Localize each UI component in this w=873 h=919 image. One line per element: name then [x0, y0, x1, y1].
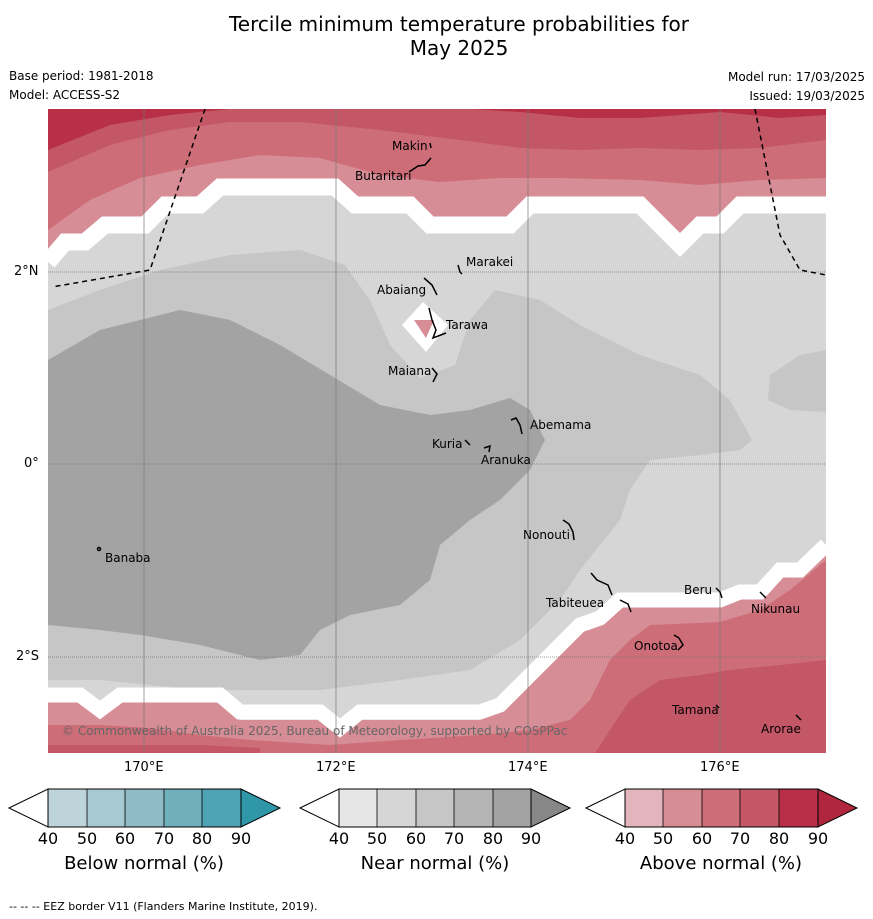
cb-above-tick: 40: [614, 829, 636, 848]
copyright-notice: © Commonwealth of Australia 2025, Bureau…: [62, 724, 568, 738]
place-label-tabiteuea: Tabiteuea: [546, 596, 605, 610]
cb-near-tick: 40: [328, 829, 350, 848]
cb-above-bin-3: [702, 789, 740, 827]
cb-above-tick: 80: [768, 829, 790, 848]
cb-below-tick: 40: [37, 829, 59, 848]
place-label-nonouti: Nonouti: [523, 528, 570, 542]
place-label-kuria: Kuria: [432, 437, 463, 451]
island-outlines: [96, 142, 802, 721]
place-label-butaritari: Butaritari: [355, 169, 412, 183]
south-boundary-gap: [48, 539, 826, 738]
cb-above-bin-4: [740, 789, 779, 827]
colorbar-below-normal: [7, 788, 282, 828]
cb-below-tick: 60: [114, 829, 136, 848]
lat-label-2s: 2°S: [16, 649, 40, 664]
place-label-arorae: Arorae: [761, 722, 801, 736]
cb-near-bin-1: [339, 789, 377, 827]
colorbar-near-normal: [298, 788, 572, 828]
title-line-2: May 2025: [409, 36, 509, 60]
lon-label-170e: 170°E: [124, 760, 164, 775]
place-label-nikunau: Nikunau: [751, 602, 801, 616]
map-title: Tercile minimum temperature probabilitie…: [0, 12, 873, 60]
place-label-makin: Makin: [392, 139, 428, 153]
eez-border-east: [754, 109, 826, 276]
above-normal-70-region: [48, 109, 826, 172]
colorbar-above-normal: [584, 788, 859, 828]
cb-above-high-arrow: [817, 788, 859, 828]
place-label-aranuka: Aranuka: [481, 453, 531, 467]
place-label-marakei: Marakei: [466, 255, 514, 269]
cb-above-low-arrow: [584, 788, 626, 828]
lon-label-172e: 172°E: [316, 760, 356, 775]
place-label-tamana: Tamana: [672, 703, 719, 717]
place-label-tarawa: Tarawa: [446, 318, 489, 332]
cb-below-bin-5: [202, 789, 241, 827]
lat-label-2n: 2°N: [14, 264, 39, 279]
cb-below-title: Below normal (%): [64, 853, 224, 874]
tarawa-above-normal: [414, 320, 434, 338]
lon-label-174e: 174°E: [508, 760, 548, 775]
cb-above-tick: 90: [807, 829, 829, 848]
place-label-banaba: Banaba: [105, 551, 151, 565]
graticule: [48, 109, 826, 753]
cb-near-tick: 60: [405, 829, 427, 848]
cb-below-low-arrow: [7, 788, 49, 828]
cb-above-tick: 60: [691, 829, 713, 848]
place-label-abemama: Abemama: [530, 418, 592, 432]
lon-label-176e: 176°E: [700, 760, 740, 775]
title-line-1: Tercile minimum temperature probabilitie…: [228, 12, 690, 36]
cb-near-title: Near normal (%): [360, 853, 510, 874]
cb-near-tick: 50: [366, 829, 388, 848]
cb-near-tick: 80: [482, 829, 504, 848]
cb-below-bin-3: [125, 789, 164, 827]
cb-below-bin-4: [164, 789, 202, 827]
eez-border-west: [51, 109, 206, 288]
lat-label-0: 0°: [24, 456, 39, 471]
place-label-onotoa: Onotoa: [634, 639, 678, 653]
cb-above-bin-5: [779, 789, 818, 827]
cb-above-bin-1: [625, 789, 663, 827]
cb-near-tick: 90: [520, 829, 542, 848]
cb-below-bin-2: [87, 789, 125, 827]
base-period: Base period: 1981-2018: [9, 69, 154, 83]
near-normal-60-region: [48, 310, 545, 660]
eez-footnote: -- -- -- EEZ border V11 (Flanders Marine…: [9, 900, 318, 913]
cb-above-title: Above normal (%): [639, 853, 803, 874]
cb-near-bin-4: [454, 789, 493, 827]
cb-near-bin-2: [377, 789, 416, 827]
cb-above-tick: 50: [652, 829, 674, 848]
cb-near-high-arrow: [530, 788, 572, 828]
above-normal-70-south: [595, 660, 826, 753]
model-name: Model: ACCESS-S2: [9, 88, 121, 102]
above-normal-70-sw: [48, 745, 260, 753]
model-run: Model run: 17/03/2025: [727, 70, 865, 84]
cb-below-tick: 70: [153, 829, 175, 848]
cb-near-bin-5: [493, 789, 531, 827]
cb-near-tick: 70: [443, 829, 465, 848]
above-normal-80-region: [48, 109, 826, 150]
cb-above-tick: 70: [729, 829, 751, 848]
cb-above-bin-2: [663, 789, 702, 827]
top-boundary-gap: [48, 178, 826, 268]
place-label-maiana: Maiana: [388, 364, 432, 378]
cb-near-bin-3: [416, 789, 454, 827]
place-label-beru: Beru: [684, 583, 713, 597]
cb-near-low-arrow: [298, 788, 340, 828]
cb-below-bin-1: [48, 789, 87, 827]
near-normal-50-east: [768, 350, 826, 412]
place-label-abaiang: Abaiang: [377, 283, 427, 297]
cb-below-tick: 50: [76, 829, 98, 848]
cb-below-tick: 90: [230, 829, 252, 848]
issued-date: Issued: 19/03/2025: [749, 89, 865, 103]
map-area: [48, 109, 826, 753]
cb-below-high-arrow: [240, 788, 282, 828]
cb-below-tick: 80: [191, 829, 213, 848]
